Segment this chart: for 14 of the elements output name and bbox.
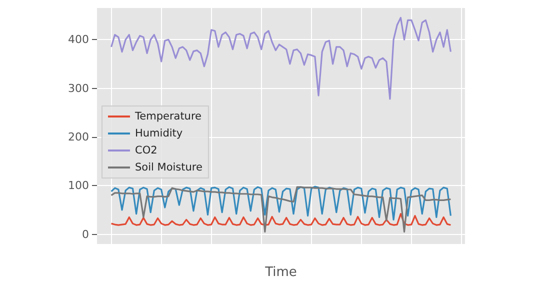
x-axis-title: Time [264, 265, 297, 280]
line-series [110, 16, 452, 100]
y-tick-label: 400 [68, 33, 89, 46]
line-series [110, 186, 452, 233]
line-series [110, 186, 452, 220]
legend-label: Soil Moisture [135, 162, 202, 174]
y-tick-label: 0 [82, 228, 89, 241]
y-tick-label: 100 [68, 179, 89, 192]
y-tick-label: 200 [68, 130, 89, 144]
legend-label: Humidity [135, 128, 183, 140]
legend-label: CO2 [135, 144, 158, 156]
y-tick-label: 300 [68, 82, 89, 95]
legend-label: Temperature [134, 110, 202, 122]
line-series [110, 213, 452, 226]
